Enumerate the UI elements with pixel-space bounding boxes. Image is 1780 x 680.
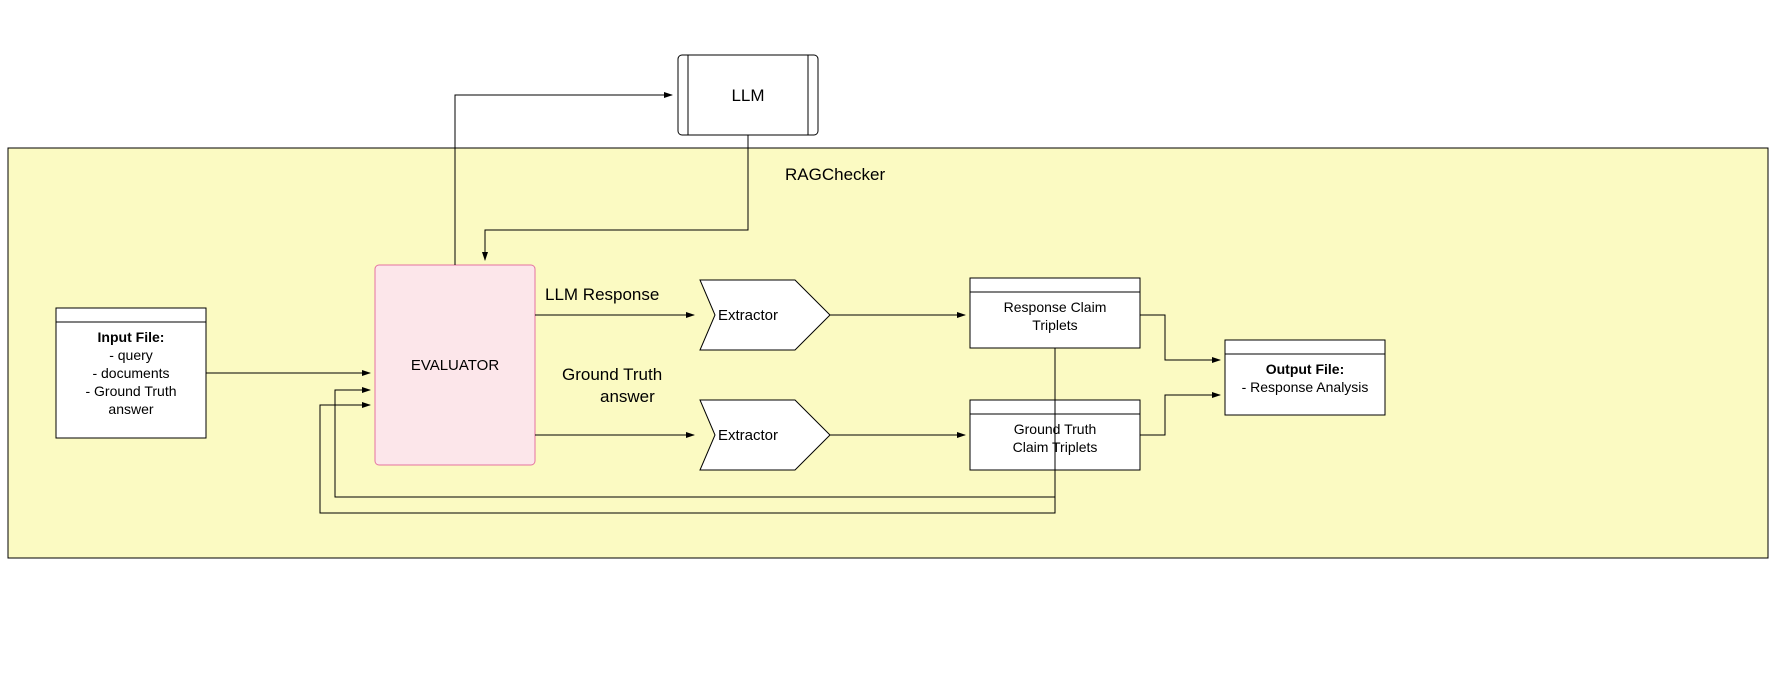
- svg-text:LLM: LLM: [731, 86, 764, 105]
- svg-text:Ground Truth: Ground Truth: [562, 365, 662, 384]
- svg-text:- Response Analysis: - Response Analysis: [1242, 379, 1369, 395]
- svg-text:answer: answer: [108, 401, 153, 417]
- llm-node: LLM: [678, 55, 818, 135]
- svg-text:Triplets: Triplets: [1032, 317, 1077, 333]
- svg-text:- query: - query: [109, 347, 153, 363]
- svg-text:answer: answer: [600, 387, 655, 406]
- response-triplets-node: Response Claim Triplets: [970, 278, 1140, 348]
- svg-text:EVALUATOR: EVALUATOR: [411, 357, 500, 374]
- svg-text:RAGChecker: RAGChecker: [785, 165, 885, 184]
- svg-text:Extractor: Extractor: [718, 307, 778, 324]
- svg-text:- Ground Truth: - Ground Truth: [85, 383, 176, 399]
- svg-text:- documents: - documents: [92, 365, 169, 381]
- svg-text:LLM Response: LLM Response: [545, 285, 659, 304]
- output-file-node: Output File: - Response Analysis: [1225, 340, 1385, 415]
- input-file-node: Input File: - query - documents - Ground Tr…: [56, 308, 206, 438]
- svg-text:Response Claim: Response Claim: [1004, 299, 1107, 315]
- evaluator-node: EVALUATOR: [375, 265, 535, 465]
- svg-text:Output File:: Output File:: [1266, 361, 1345, 377]
- svg-text:Input File:: Input File:: [98, 329, 165, 345]
- svg-text:Extractor: Extractor: [718, 427, 778, 444]
